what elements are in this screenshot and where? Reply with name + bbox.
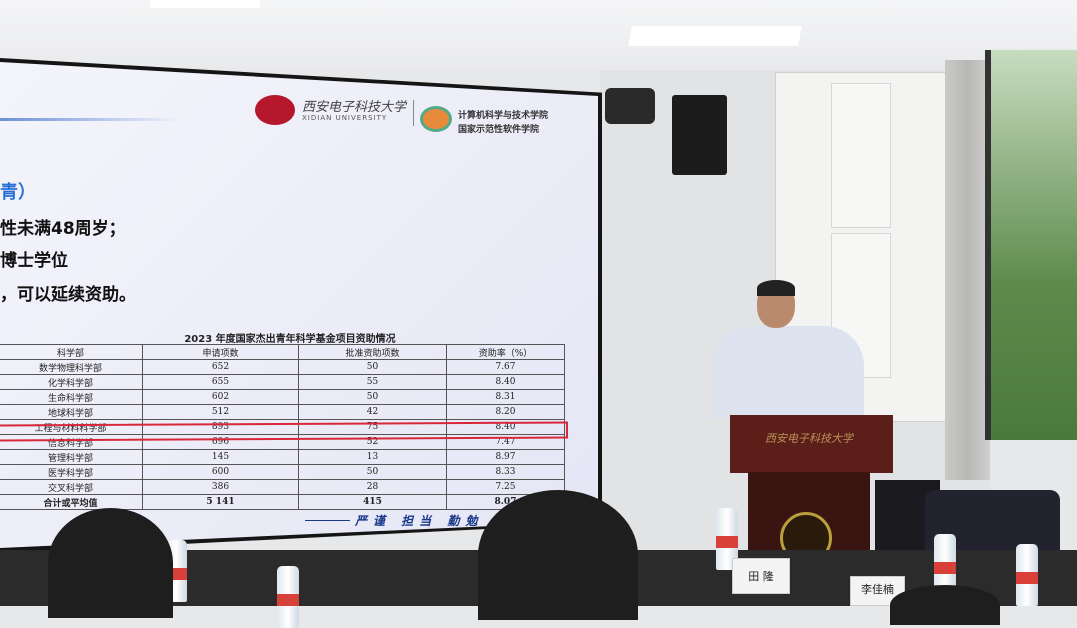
water-bottle bbox=[716, 508, 738, 570]
table-row: 合计或平均值 5 141 415 8.07 bbox=[0, 494, 565, 510]
table-cell: 50 bbox=[298, 464, 447, 480]
table-cell: 145 bbox=[142, 449, 299, 465]
table-cell: 602 bbox=[142, 389, 299, 405]
table-cell: 50 bbox=[298, 359, 447, 375]
speaker-hair bbox=[757, 280, 795, 296]
table-cell: 42 bbox=[298, 404, 447, 420]
university-seal-logo bbox=[255, 95, 295, 125]
table-cell: 8.97 bbox=[446, 449, 565, 465]
table-cell: 批准资助项数 bbox=[298, 344, 447, 360]
bullet-2: 博士学位 bbox=[0, 251, 68, 271]
ceiling bbox=[0, 0, 1077, 70]
table-cell: 13 bbox=[298, 449, 447, 465]
table-cell: 数学物理科学部 bbox=[0, 359, 143, 375]
slide-divider bbox=[0, 118, 180, 121]
bullet-3: ，可以延续资助。 bbox=[0, 285, 136, 305]
table-cell: 管理科学部 bbox=[0, 449, 143, 465]
table-cell: 资助率（%） bbox=[446, 344, 565, 360]
college-badge-logo bbox=[420, 106, 452, 132]
table-cell: 600 bbox=[142, 464, 299, 480]
name-plate: 李佳楠 bbox=[850, 576, 905, 606]
speaker bbox=[672, 95, 727, 175]
camera bbox=[605, 88, 655, 124]
funding-table: 科学部 申请项数 批准资助项数 资助率（%） 数学物理科学部 652 50 7.67 化学科学部… bbox=[0, 344, 565, 510]
water-bottle bbox=[934, 534, 956, 596]
table-row: 数学物理科学部 652 50 7.67 bbox=[0, 359, 565, 375]
slide-heading: 青） bbox=[0, 182, 36, 203]
table-cell: 7.67 bbox=[446, 359, 565, 375]
water-bottle bbox=[277, 566, 299, 628]
table-cell: 医学科学部 bbox=[0, 464, 143, 480]
ceiling-light bbox=[150, 0, 260, 8]
table-row: 地球科学部 512 42 8.20 bbox=[0, 404, 565, 420]
motto: 严谨 担当 勤勉 bbox=[355, 514, 484, 528]
table-cell: 8.40 bbox=[446, 374, 565, 390]
audience-head bbox=[48, 508, 173, 618]
table-cell: 合计或平均值 bbox=[0, 494, 143, 510]
podium bbox=[730, 415, 893, 473]
table-cell: 申请项数 bbox=[142, 344, 299, 360]
audience-head bbox=[890, 585, 1000, 625]
college-name-2: 国家示范性软件学院 bbox=[458, 125, 540, 135]
table-cell: 512 bbox=[142, 404, 299, 420]
table-cell: 交叉科学部 bbox=[0, 479, 143, 495]
college-name: 计算机科学与技术学院 bbox=[458, 111, 549, 121]
table-row: 化学科学部 655 55 8.40 bbox=[0, 374, 565, 390]
table-row: 科学部 申请项数 批准资助项数 资助率（%） bbox=[0, 344, 565, 360]
university-logo-en: XIDIAN UNIVERSITY bbox=[302, 114, 388, 122]
table-row: 工程与材料科学部 893 75 8.40 bbox=[0, 419, 565, 435]
table-cell: 415 bbox=[298, 494, 447, 510]
table-cell: 地球科学部 bbox=[0, 404, 143, 420]
podium-text: 西安电子科技大学 bbox=[765, 432, 853, 445]
logo-separator bbox=[413, 100, 414, 126]
table-row: 医学科学部 600 50 8.33 bbox=[0, 464, 565, 480]
table-cell: 8.33 bbox=[446, 464, 565, 480]
table-cell: 5 141 bbox=[142, 494, 299, 510]
table-cell: 55 bbox=[298, 374, 447, 390]
curtain bbox=[945, 60, 990, 480]
university-logo-text: 西安电子科技大学 bbox=[302, 100, 407, 115]
table-cell: 化学科学部 bbox=[0, 374, 143, 390]
table-title: 2023 年度国家杰出青年科学基金项目资助情况 bbox=[184, 334, 396, 345]
window bbox=[985, 50, 1077, 440]
highlight-box bbox=[0, 421, 569, 442]
ceiling-light bbox=[628, 26, 802, 46]
audience-head bbox=[478, 490, 638, 620]
name-plate: 田 隆 bbox=[732, 558, 790, 594]
table-cell: 50 bbox=[298, 389, 447, 405]
table-cell: 386 bbox=[142, 479, 299, 495]
table-cell: 8.31 bbox=[446, 389, 565, 405]
table-row: 信息科学部 696 52 7.47 bbox=[0, 434, 565, 450]
table-cell: 生命科学部 bbox=[0, 389, 143, 405]
water-bottle bbox=[1016, 544, 1038, 606]
table-cell: 科学部 bbox=[0, 344, 143, 360]
table-row: 交叉科学部 386 28 7.25 bbox=[0, 479, 565, 495]
table-cell: 28 bbox=[298, 479, 447, 495]
table-row: 管理科学部 145 13 8.97 bbox=[0, 449, 565, 465]
table-cell: 655 bbox=[142, 374, 299, 390]
table-cell: 8.20 bbox=[446, 404, 565, 420]
table-cell: 652 bbox=[142, 359, 299, 375]
speaker-person bbox=[712, 326, 864, 418]
motto-line bbox=[305, 520, 350, 521]
bullet-1: 性未满48周岁； bbox=[0, 219, 126, 239]
table-row: 生命科学部 602 50 8.31 bbox=[0, 389, 565, 405]
